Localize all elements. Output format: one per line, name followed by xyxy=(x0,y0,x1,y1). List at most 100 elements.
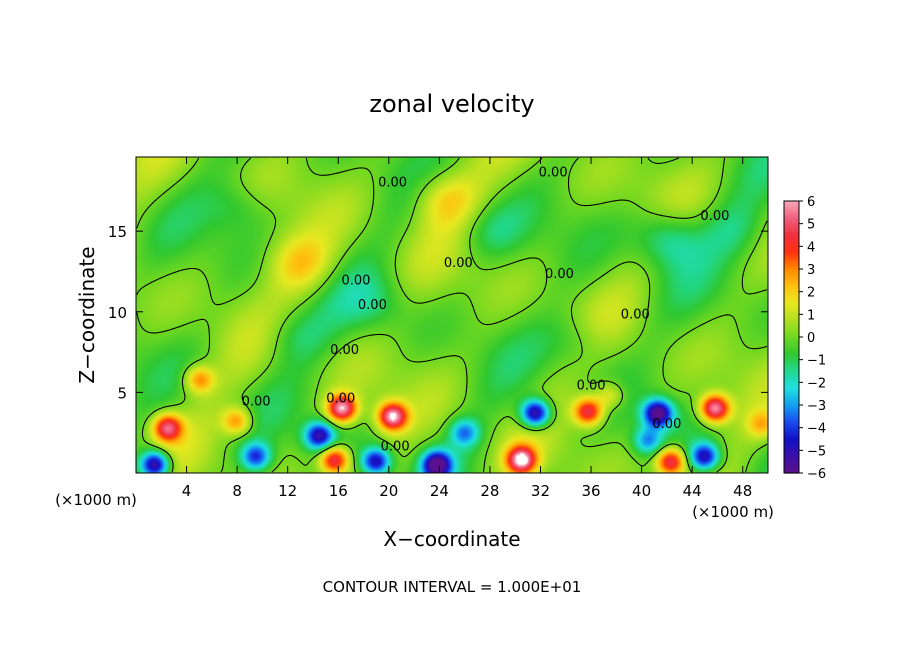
contour-label: 0.00 xyxy=(539,166,568,181)
colorbar-swatch xyxy=(784,430,799,434)
x-tick-label: 24 xyxy=(430,482,449,500)
colorbar-swatch xyxy=(784,379,799,383)
colorbar-swatch xyxy=(784,305,799,310)
colorbar-swatch xyxy=(784,331,799,335)
contour-label: 0.00 xyxy=(242,395,271,410)
contour-label: 0.00 xyxy=(378,175,407,190)
colorbar-swatch xyxy=(784,371,799,375)
contour-label: 0.00 xyxy=(652,417,681,432)
colorbar-swatch xyxy=(784,407,799,412)
colorbar-swatch xyxy=(784,419,799,423)
colorbar-swatch xyxy=(784,249,799,253)
colorbar-swatch xyxy=(784,266,799,270)
colorbar-swatch xyxy=(784,362,799,366)
x-tick-label: 16 xyxy=(329,482,348,500)
x-tick-label: 20 xyxy=(379,482,398,500)
x-unit-left: (×1000 m) xyxy=(55,491,137,509)
colorbar-label: −2 xyxy=(807,376,826,391)
colorbar-swatch xyxy=(784,206,799,211)
colorbar-swatch xyxy=(784,334,799,338)
colorbar-swatch xyxy=(784,444,799,449)
colorbar-swatch xyxy=(784,385,799,389)
colorbar-swatch xyxy=(784,271,799,276)
colorbar-swatch xyxy=(784,368,799,372)
y-tick-label: 15 xyxy=(108,223,127,241)
colorbar-label: 2 xyxy=(807,286,815,301)
x-axis-ticks: 4 8 12 16 20 24 28 32 36 40 44 48 xyxy=(182,157,752,500)
colorbar-swatch xyxy=(784,450,799,454)
colorbar-swatch xyxy=(784,382,799,386)
y-tick-label: 5 xyxy=(117,384,127,402)
colorbar-swatch xyxy=(784,339,799,344)
contour-label: 0.00 xyxy=(621,308,650,323)
x-axis-label: X−coordinate xyxy=(383,527,520,551)
colorbar-label: 1 xyxy=(807,308,815,323)
contour-label: 0.00 xyxy=(381,440,410,455)
colorbar-swatch xyxy=(784,215,799,219)
x-tick-label: 12 xyxy=(278,482,297,500)
colorbar-swatch xyxy=(784,405,799,409)
colorbar-label: −4 xyxy=(807,422,826,437)
contour-labels: 0.00 0.00 0.00 0.00 0.00 0.00 0.00 0.00 0.00 0.00… xyxy=(242,166,730,455)
colorbar-label: 6 xyxy=(807,195,815,210)
colorbar-label: 4 xyxy=(807,240,815,255)
chart-title: zonal velocity xyxy=(369,90,534,118)
colorbar-swatch xyxy=(784,303,799,307)
colorbar xyxy=(783,200,800,474)
x-tick-label: 44 xyxy=(683,482,702,500)
y-tick-label: 10 xyxy=(108,304,127,322)
colorbar-swatch xyxy=(784,243,799,247)
x-unit-right: (×1000 m) xyxy=(692,503,774,521)
colorbar-swatch xyxy=(784,456,799,460)
colorbar-swatch xyxy=(784,246,799,250)
colorbar-swatch xyxy=(784,351,799,355)
x-tick-label: 8 xyxy=(232,482,242,500)
colorbar-swatch xyxy=(784,348,799,352)
colorbar-swatch xyxy=(784,388,799,392)
x-tick-label: 32 xyxy=(531,482,550,500)
colorbar-swatch xyxy=(784,390,799,395)
x-tick-label: 40 xyxy=(632,482,651,500)
colorbar-swatch xyxy=(784,470,799,474)
colorbar-swatch xyxy=(784,209,799,213)
y-axis-ticks: 5 10 15 xyxy=(108,223,768,402)
colorbar-swatch xyxy=(784,314,799,318)
heatmap-field xyxy=(136,157,768,473)
colorbar-swatch xyxy=(784,464,799,468)
colorbar-swatch xyxy=(784,337,799,341)
colorbar-swatch xyxy=(784,393,799,398)
y-axis-label: Z−coordinate xyxy=(75,246,99,383)
colorbar-swatch xyxy=(784,235,799,239)
colorbar-swatch xyxy=(784,263,799,267)
colorbar-swatch xyxy=(784,280,799,284)
colorbar-swatch xyxy=(784,354,799,358)
x-tick-label: 4 xyxy=(182,482,192,500)
colorbar-swatch xyxy=(784,297,799,301)
colorbar-swatch xyxy=(784,286,799,290)
colorbar-swatch xyxy=(784,269,799,273)
colorbar-swatch xyxy=(784,240,799,245)
colorbar-swatch xyxy=(784,359,799,364)
colorbar-swatch xyxy=(784,283,799,287)
colorbar-label: −6 xyxy=(807,467,826,482)
contour-lines xyxy=(136,157,768,473)
colorbar-swatch xyxy=(784,422,799,426)
colorbar-swatch xyxy=(784,254,799,259)
x-tick-label: 48 xyxy=(733,482,752,500)
colorbar-swatch xyxy=(784,277,799,281)
colorbar-swatch xyxy=(784,342,799,347)
colorbar-swatch xyxy=(784,453,799,457)
colorbar-swatch xyxy=(784,320,799,324)
colorbar-swatch xyxy=(784,427,799,432)
colorbar-swatch xyxy=(784,223,799,228)
colorbar-swatch xyxy=(784,317,799,321)
colorbar-swatch xyxy=(784,252,799,256)
colorbar-swatch xyxy=(784,461,799,466)
colorbar-label: −5 xyxy=(807,444,826,459)
contour-label: 0.00 xyxy=(358,298,387,313)
colorbar-swatch xyxy=(784,467,799,471)
colorbar-swatch xyxy=(784,294,799,298)
colorbar-swatch xyxy=(784,413,799,417)
zero-contour-path xyxy=(136,157,768,473)
colorbar-swatch xyxy=(784,226,799,230)
